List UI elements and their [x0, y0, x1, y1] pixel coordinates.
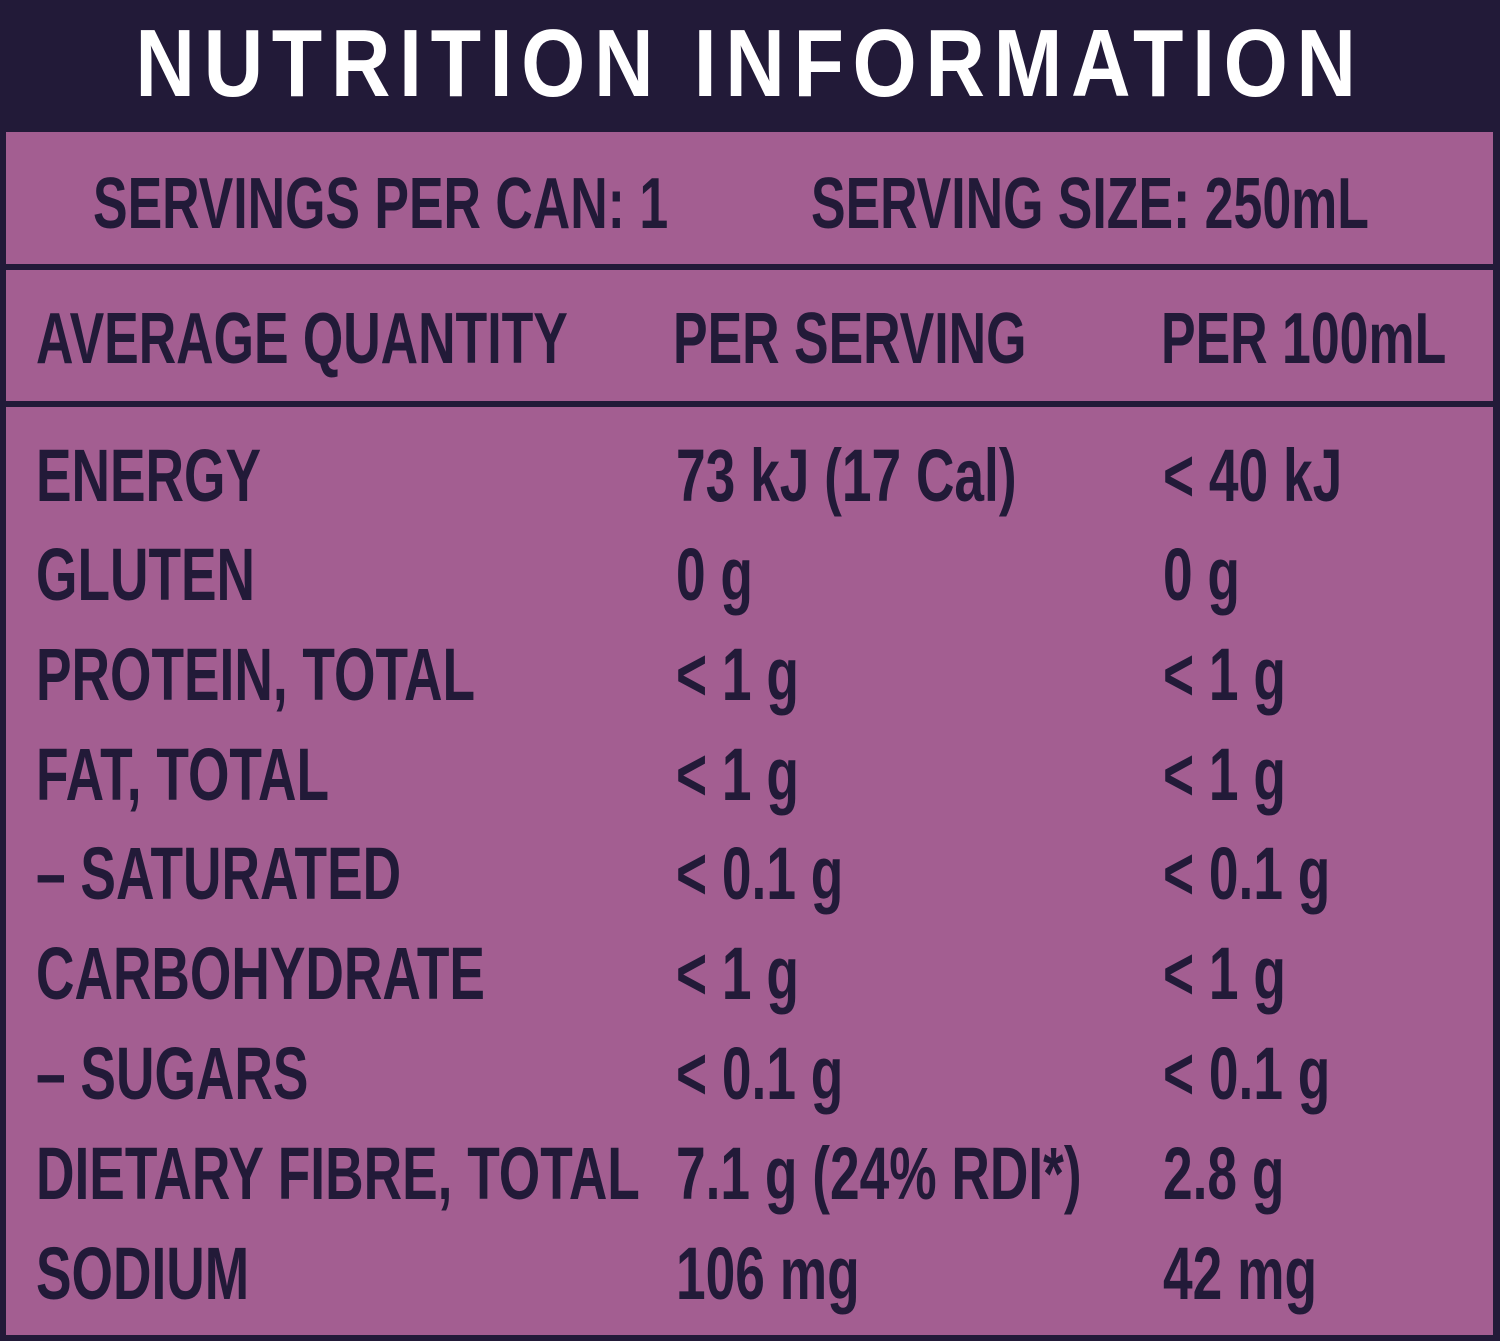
row-per-100ml-fat: < 1 g — [1163, 733, 1286, 816]
row-per-serving-sugars: < 0.1 g — [676, 1032, 844, 1115]
row-per-100ml-sodium: 42 mg — [1163, 1232, 1317, 1315]
row-per-100ml-energy: < 40 kJ — [1163, 434, 1343, 517]
row-label-saturated: – SATURATED — [36, 832, 402, 915]
row-label-carbohydrate: CARBOHYDRATE — [36, 932, 485, 1015]
row-per-serving-energy: 73 kJ (17 Cal) — [676, 434, 1017, 517]
row-label-sodium: SODIUM — [36, 1232, 250, 1315]
row-label-dietary-fibre: DIETARY FIBRE, TOTAL — [36, 1132, 640, 1215]
row-per-serving-fat: < 1 g — [676, 733, 799, 816]
header-per-100ml: PER 100mL — [1161, 299, 1447, 379]
row-label-gluten: GLUTEN — [36, 533, 256, 616]
row-label-sugars: – SUGARS — [36, 1032, 309, 1115]
row-per-100ml-sugars: < 0.1 g — [1163, 1032, 1331, 1115]
servings-per-can: SERVINGS PER CAN: 1 — [93, 164, 669, 244]
header-average-quantity: AVERAGE QUANTITY — [36, 299, 568, 379]
row-per-serving-dietary-fibre: 7.1 g (24% RDI*) — [676, 1132, 1082, 1215]
column-header-box: AVERAGE QUANTITY PER SERVING PER 100mL — [6, 270, 1493, 401]
header-per-serving: PER SERVING — [673, 299, 1027, 379]
row-per-serving-gluten: 0 g — [676, 533, 753, 616]
row-per-100ml-saturated: < 0.1 g — [1163, 832, 1331, 915]
nutrient-table: ENERGY 73 kJ (17 Cal) < 40 kJ GLUTEN 0 g… — [6, 407, 1493, 1335]
row-label-protein: PROTEIN, TOTAL — [36, 633, 476, 716]
row-per-serving-protein: < 1 g — [676, 633, 799, 716]
panel-title: NUTRITION INFORMATION — [135, 10, 1365, 117]
row-label-fat: FAT, TOTAL — [36, 733, 330, 816]
row-per-100ml-gluten: 0 g — [1163, 533, 1240, 616]
row-per-100ml-dietary-fibre: 2.8 g — [1163, 1132, 1285, 1215]
row-per-serving-saturated: < 0.1 g — [676, 832, 844, 915]
row-per-100ml-protein: < 1 g — [1163, 633, 1286, 716]
row-per-serving-sodium: 106 mg — [676, 1232, 860, 1315]
row-per-serving-carbohydrate: < 1 g — [676, 932, 799, 1015]
serving-size: SERVING SIZE: 250mL — [811, 164, 1369, 244]
row-per-100ml-carbohydrate: < 1 g — [1163, 932, 1286, 1015]
row-label-energy: ENERGY — [36, 434, 262, 517]
serving-info-box: SERVINGS PER CAN: 1 SERVING SIZE: 250mL — [6, 132, 1493, 264]
